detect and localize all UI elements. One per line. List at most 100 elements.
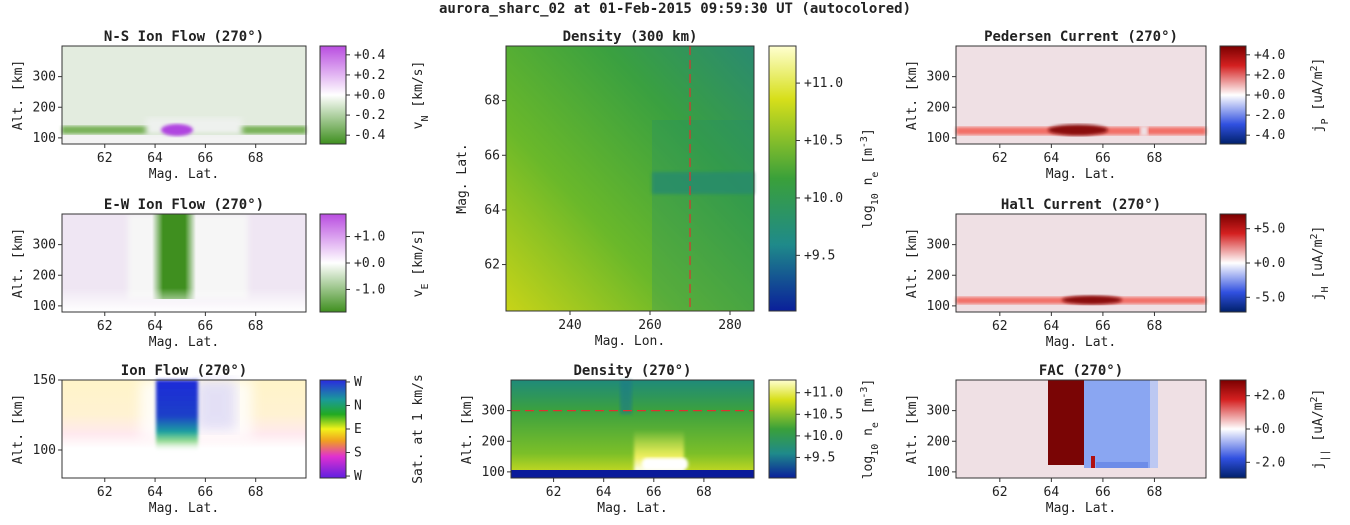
dmap-xlabel: Mag. Lon. [595, 334, 665, 349]
ped-cbar-tick-label: +4.0 [1254, 48, 1285, 63]
ew-cbar-tick-label: -1.0 [354, 282, 385, 297]
ns-ytick-label: 100 [33, 131, 56, 146]
ew-title: E-W Ion Flow (270°) [104, 197, 264, 213]
if-cbar-label: Sat. at 1 km/s [411, 374, 426, 484]
dalt-notch [620, 380, 632, 414]
if-cbar-tick-label: N [354, 398, 362, 413]
hall-cbar-tick-label: -5.0 [1254, 290, 1285, 305]
ns-bottom-layer [62, 135, 306, 144]
ew-bottom-fade [62, 288, 306, 312]
panel-ion-flow-direction [61, 379, 307, 479]
if-cbar-tick-label: S [354, 446, 362, 461]
dalt-xtick-label: 64 [596, 485, 612, 500]
fac-ytick-label: 200 [927, 434, 950, 449]
ped-cbar-tick-label: +0.0 [1254, 88, 1285, 103]
fac-cbar-tick-label: -2.0 [1254, 455, 1285, 470]
ns-xtick-label: 66 [198, 151, 214, 166]
ped-cbar-label: jP [uA/m2] [1309, 58, 1331, 133]
fac-ytick-label: 300 [927, 404, 950, 419]
ped-cbar-tick-label: +2.0 [1254, 68, 1285, 83]
panel-density-altitude [510, 379, 755, 479]
if-lavender [196, 380, 236, 430]
fac-cbar-label: j|| [uA/m2] [1309, 389, 1331, 470]
ns-gap [146, 118, 242, 136]
ns-ylabel: Alt. [km] [11, 60, 26, 130]
panel-ew-ion-flow [61, 213, 307, 313]
dmap-title: Density (300 km) [563, 29, 698, 45]
dmap-xtick-label: 280 [718, 318, 741, 333]
dmap-xtick-label: 240 [558, 318, 581, 333]
ew-xtick-label: 62 [97, 319, 113, 334]
dm-right-shade [652, 120, 754, 310]
fac-xtick-label: 64 [1044, 485, 1060, 500]
hall-ytick-label: 200 [927, 268, 950, 283]
ns-xlabel: Mag. Lat. [149, 167, 219, 182]
ew-xlabel: Mag. Lat. [149, 335, 219, 350]
ns-cbar-label: vN [km/s] [411, 61, 431, 130]
fac-ytick-label: 100 [927, 465, 950, 480]
ew-colorbar [319, 213, 347, 313]
fac-colorbar [1219, 379, 1247, 479]
if-xtick-label: 64 [147, 485, 163, 500]
dmap-cbar-tick-label: +10.0 [804, 191, 843, 206]
hall-ytick-label: 100 [927, 299, 950, 314]
ns-cbar-tick-label: +0.0 [354, 88, 385, 103]
panel-pedersen-current [955, 45, 1207, 145]
fac-xtick-label: 62 [992, 485, 1008, 500]
if-frame [61, 379, 307, 479]
dmap-ytick-label: 66 [484, 148, 500, 163]
fac-blue-shadow [1096, 462, 1148, 468]
ew-xtick-label: 66 [198, 319, 214, 334]
dalt-frame [510, 379, 755, 479]
if-xtick-label: 68 [248, 485, 264, 500]
panel-density-map [505, 45, 755, 312]
if-ylabel: Alt. [km] [11, 394, 26, 464]
hall-background [956, 214, 1206, 312]
hall-cbar-tick-label: +5.0 [1254, 222, 1285, 237]
ped-gap [1140, 126, 1148, 136]
ns-cbar-tick-label: -0.4 [354, 128, 385, 143]
panel-hall-current [955, 213, 1207, 313]
ped-xlabel: Mag. Lat. [1046, 167, 1116, 182]
fac-red-column [1048, 380, 1084, 465]
dmap-cbar-tick-label: +11.0 [804, 76, 843, 91]
if-xlabel: Mag. Lat. [149, 501, 219, 516]
ns-xtick-label: 62 [97, 151, 113, 166]
if-cbar-tick-label: W [354, 375, 362, 390]
ped-cbar-tick-label: -2.0 [1254, 108, 1285, 123]
ped-ylabel: Alt. [km] [905, 60, 920, 130]
dalt-bottom-band [511, 470, 754, 478]
hall-ytick-label: 300 [927, 238, 950, 253]
if-blue-column [156, 380, 198, 452]
ns-cbar-tick-label: +0.2 [354, 68, 385, 83]
panel-fac [955, 379, 1207, 479]
ns-colorbar [319, 45, 347, 145]
dalt-xtick-label: 66 [646, 485, 662, 500]
dalt-cbar-label: log10 ne [m-3] [859, 379, 881, 480]
ped-xtick-label: 62 [992, 151, 1008, 166]
dalt-ytick-label: 100 [482, 465, 505, 480]
ew-ytick-label: 100 [33, 299, 56, 314]
chart-annotations: N-S Ion Flow (270°) 62 64 66 68 100 200 300 Mag.… [11, 29, 1331, 516]
hall-cbar-label: jH [uA/m2] [1309, 226, 1331, 301]
dmap-xtick-label: 260 [638, 318, 661, 333]
dalt-background [511, 380, 754, 478]
fac-title: FAC (270°) [1039, 363, 1123, 379]
dmap-ytick-label: 68 [484, 94, 500, 109]
fac-blue-edge [1150, 380, 1158, 468]
dalt-title: Density (270°) [573, 363, 691, 379]
ped-ytick-label: 300 [927, 70, 950, 85]
dmap-cbar-tick-label: +10.5 [804, 134, 843, 149]
ns-xtick-label: 68 [248, 151, 264, 166]
dmap-colorbar [768, 45, 797, 312]
dalt-xtick-label: 62 [546, 485, 562, 500]
dmap-ylabel: Mag. Lat. [455, 143, 470, 213]
ped-ytick-label: 200 [927, 100, 950, 115]
dalt-cbar-tick-label: +10.5 [804, 407, 843, 422]
figure-title: aurora_sharc_02 at 01-Feb-2015 09:59:30 … [438, 1, 911, 17]
fac-dip [1091, 456, 1095, 468]
fac-frame [955, 379, 1207, 479]
hall-xlabel: Mag. Lat. [1046, 335, 1116, 350]
hall-frame [955, 213, 1207, 313]
ns-title: N-S Ion Flow (270°) [104, 29, 264, 45]
